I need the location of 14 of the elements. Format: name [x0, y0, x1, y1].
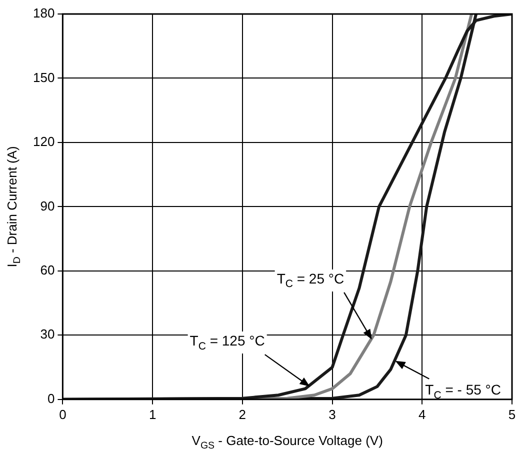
- y-tick-label: 90: [40, 198, 55, 214]
- y-tick-label: 0: [47, 390, 55, 406]
- x-tick-label: 3: [328, 406, 336, 422]
- x-tick-label: 0: [59, 406, 66, 422]
- y-tick-label: 60: [40, 262, 55, 278]
- y-axis-title: ID - Drain Current (A): [4, 146, 23, 268]
- x-tick-label: 1: [148, 406, 156, 422]
- y-tick-label: 150: [32, 70, 55, 85]
- x-tick-label: 5: [508, 406, 516, 422]
- y-tick-label: 30: [40, 326, 55, 342]
- y-tick-label: 120: [32, 134, 55, 150]
- x-tick-label: 2: [238, 406, 246, 422]
- y-tick-label: 180: [32, 6, 55, 21]
- x-tick-label: 4: [418, 406, 426, 422]
